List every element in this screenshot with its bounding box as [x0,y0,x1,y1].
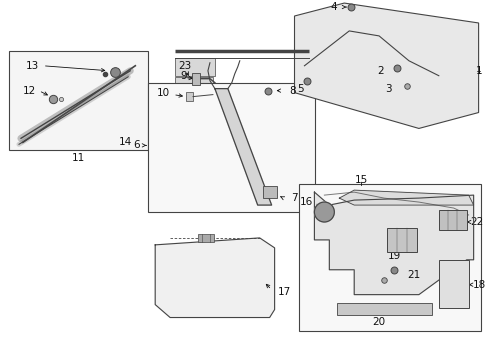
Text: 11: 11 [72,153,85,163]
Text: 8: 8 [289,86,296,96]
Bar [438,260,468,307]
Bar [148,83,315,212]
Text: 16: 16 [300,197,313,207]
Bar [214,104,226,113]
Text: 15: 15 [354,175,367,185]
Bar [175,77,212,93]
Bar [9,51,148,150]
Text: 2: 2 [377,66,383,76]
Text: 23: 23 [178,61,191,71]
Text: 3: 3 [385,84,391,94]
Bar [214,117,226,125]
Text: 20: 20 [372,318,385,328]
Bar [299,184,480,332]
Text: 6: 6 [133,140,140,150]
Text: 10: 10 [157,87,170,98]
Text: 19: 19 [386,251,400,261]
Text: 1: 1 [475,66,482,76]
Text: 9: 9 [180,71,186,81]
Bar [178,134,213,142]
Bar [185,92,193,100]
Bar [337,303,431,315]
Text: 13: 13 [26,61,39,71]
Text: 18: 18 [472,280,485,290]
Bar [180,109,209,121]
Bar [178,94,211,108]
Polygon shape [155,238,274,318]
Polygon shape [314,192,473,294]
Bar [198,234,213,242]
Polygon shape [214,89,271,205]
Bar [438,210,466,230]
Text: 4: 4 [330,2,337,12]
Text: 21: 21 [406,270,419,280]
Bar [214,93,226,100]
Text: 7: 7 [291,193,298,203]
Polygon shape [339,190,473,205]
Text: 5: 5 [297,84,304,94]
Polygon shape [294,3,478,129]
Text: 14: 14 [118,138,131,147]
Text: 17: 17 [277,287,290,297]
Bar [192,73,200,85]
Bar [262,186,276,198]
Text: 22: 22 [469,217,483,227]
Text: 12: 12 [23,86,36,96]
Bar [175,58,214,76]
Circle shape [314,202,334,222]
Bar [180,122,211,132]
Bar [386,228,416,252]
